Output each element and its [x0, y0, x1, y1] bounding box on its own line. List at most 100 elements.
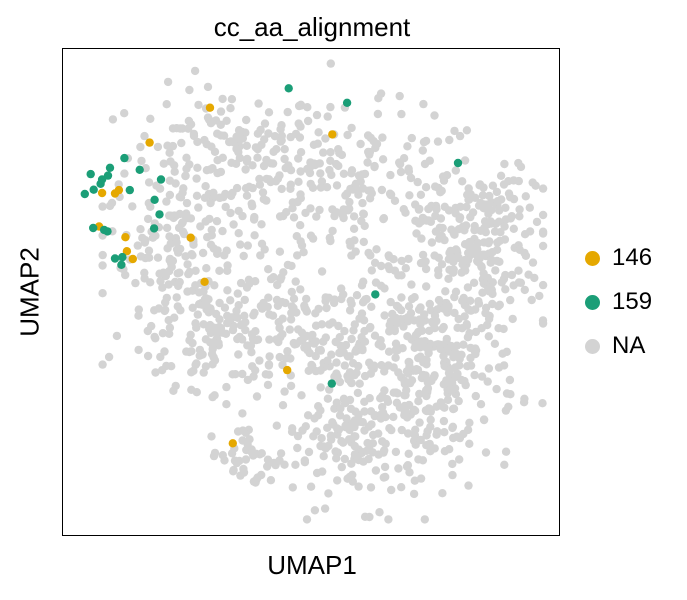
point-na [150, 332, 159, 342]
point-na [294, 325, 303, 334]
point-na [317, 434, 326, 443]
point-na [495, 300, 504, 309]
point-na [287, 308, 296, 318]
point-na [514, 158, 523, 168]
point-na [409, 489, 419, 499]
point-na [205, 165, 215, 174]
point-na [346, 296, 355, 305]
point-na [248, 183, 257, 193]
point-na [201, 182, 210, 191]
point-na [273, 280, 282, 290]
point-na [346, 378, 356, 387]
point-na [229, 138, 238, 147]
point-na [495, 206, 504, 215]
point-na [364, 422, 374, 431]
point-na [264, 370, 274, 379]
point-na [504, 189, 514, 198]
point-159 [327, 379, 336, 388]
point-na [451, 166, 460, 175]
point-na [391, 353, 400, 362]
point-na [386, 190, 395, 200]
point-146 [186, 233, 195, 242]
point-na [444, 301, 453, 311]
point-na [422, 282, 431, 291]
point-na [440, 428, 449, 437]
point-na [199, 368, 208, 377]
point-na [248, 362, 257, 371]
point-na [175, 209, 184, 219]
scatter-plot [80, 59, 548, 524]
point-na [186, 214, 196, 223]
point-na [327, 350, 336, 359]
point-na [256, 301, 266, 311]
point-na [499, 361, 509, 370]
y-axis-label: UMAP2 [14, 247, 45, 337]
point-na [194, 100, 203, 110]
point-na [233, 289, 242, 298]
point-na [240, 311, 249, 320]
point-na [285, 325, 294, 334]
point-na [220, 251, 229, 260]
point-na [260, 119, 270, 128]
point-na [438, 402, 447, 411]
point-na [375, 508, 384, 517]
point-na [272, 145, 281, 154]
point-na [153, 253, 163, 262]
point-na [509, 224, 518, 233]
point-na [326, 102, 335, 112]
point-na [411, 406, 420, 415]
point-na [233, 313, 242, 322]
point-na [308, 361, 317, 371]
point-na [162, 223, 172, 233]
point-na [332, 159, 341, 169]
point-na [234, 350, 243, 359]
point-na [367, 302, 376, 311]
point-na [112, 331, 122, 341]
point-na [478, 191, 488, 200]
point-na [293, 431, 303, 441]
point-146 [205, 103, 215, 112]
point-na [223, 261, 232, 270]
point-na [354, 361, 363, 371]
point-na [421, 371, 430, 380]
point-na [325, 165, 334, 175]
point-na [346, 241, 355, 250]
point-na [473, 239, 482, 248]
point-na [264, 265, 273, 274]
point-na [464, 481, 473, 490]
point-na [415, 418, 424, 427]
point-na [424, 204, 433, 214]
point-na [253, 335, 263, 344]
point-na [412, 365, 421, 374]
point-na [350, 450, 360, 459]
point-na [447, 341, 456, 351]
point-na [120, 169, 129, 178]
point-na [202, 264, 211, 273]
point-na [521, 251, 531, 260]
point-na [378, 133, 387, 142]
point-na [337, 462, 346, 472]
point-na [371, 278, 381, 287]
point-na [453, 323, 462, 332]
point-na [485, 191, 494, 201]
point-na [286, 166, 296, 175]
point-na [347, 251, 356, 260]
point-na [218, 451, 227, 460]
point-na [520, 230, 530, 239]
point-na [538, 184, 548, 193]
point-na [393, 346, 402, 355]
point-na [403, 332, 412, 341]
point-na [298, 426, 307, 435]
point-na [136, 142, 145, 152]
point-na [289, 294, 299, 303]
point-na [366, 133, 375, 143]
point-na [172, 293, 181, 302]
point-na [206, 305, 215, 314]
point-na [276, 125, 285, 134]
point-na [200, 295, 210, 304]
point-na [255, 174, 264, 184]
point-na [287, 261, 296, 271]
point-na [233, 427, 243, 436]
point-na [417, 234, 426, 243]
point-na [296, 148, 306, 157]
